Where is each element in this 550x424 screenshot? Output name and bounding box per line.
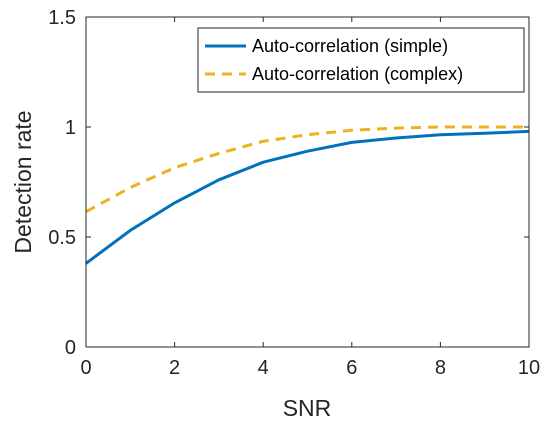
series-layer (85, 125, 530, 265)
x-tick-label: 8 (435, 357, 446, 379)
legend: Auto-correlation (simple) Auto-correlatio… (197, 27, 525, 93)
y-tick-label: 0 (65, 337, 76, 359)
legend-box (197, 27, 525, 93)
y-tick-label: 1.5 (48, 7, 76, 29)
x-tick-label: 10 (518, 357, 540, 379)
plot-frame (85, 16, 530, 348)
x-tick-label: 6 (346, 357, 357, 379)
x-tick-label: 0 (80, 357, 91, 379)
legend-label-1: Auto-correlation (simple) (252, 36, 448, 56)
ticks-layer: 0 2 4 6 8 10 0 0.5 1 1.5 (48, 7, 540, 379)
legend-label-2: Auto-correlation (complex) (252, 64, 463, 84)
y-tick-label: 1 (65, 117, 76, 139)
x-axis-label: SNR (283, 395, 332, 421)
series-line-1 (85, 129, 530, 265)
y-axis-label: Detection rate (10, 110, 36, 253)
x-tick-label: 2 (169, 357, 180, 379)
x-tick-label: 4 (258, 357, 269, 379)
y-tick-label: 0.5 (48, 227, 76, 249)
